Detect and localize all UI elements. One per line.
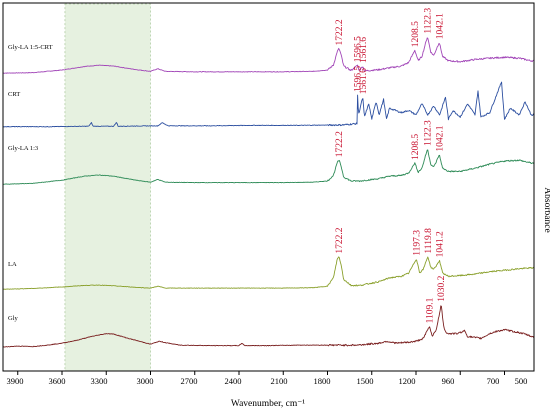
series-name-label: Gly-LA 1:5-CRT (8, 44, 53, 51)
peak-label: 1122.3 (424, 120, 434, 146)
highlight-band-layer (64, 3, 151, 372)
plot-frame (2, 2, 535, 372)
x-tick-label: 1200 (399, 376, 416, 386)
peak-label: 1722.2 (335, 19, 345, 45)
spectrum-line (2, 305, 535, 348)
x-tick-label: 1800 (314, 376, 331, 386)
highlight-band (64, 3, 151, 372)
spectrum-line (2, 81, 535, 128)
x-tick-label: 2100 (271, 376, 288, 386)
x-tick-label: 2700 (181, 376, 198, 386)
x-tick-label: 3000 (137, 376, 154, 386)
x-axis-ticks: 3900 3600 3300 3000 2700 2400 2100 1800 1500 1200… (7, 371, 528, 386)
peak-label: 1119.8 (424, 228, 434, 254)
x-tick-label: 960 (442, 376, 455, 386)
peak-label: 1197.3 (412, 230, 422, 256)
peak-label: 1722.2 (335, 227, 345, 253)
series-name-label: CRT (8, 91, 20, 98)
peak-label: 1042.1 (435, 13, 445, 39)
x-tick-label: 1500 (357, 376, 374, 386)
peak-label: 1561.6 (359, 68, 369, 94)
spectrum-line (2, 149, 535, 185)
x-tick-label: 2400 (225, 376, 242, 386)
peak-label: 1109.1 (425, 297, 435, 323)
x-tick-label: 3600 (49, 376, 66, 386)
peak-label: 1208.5 (411, 134, 421, 160)
peak-label: 1042.1 (435, 125, 445, 151)
y-axis-label: Absorbance (542, 187, 550, 232)
peak-label: 1561.6 (359, 37, 369, 63)
peak-label: 1722.2 (335, 131, 345, 157)
spectrum-line (3, 37, 535, 74)
peak-label: 1596.5 (354, 36, 364, 62)
peak-label: 1122.3 (424, 8, 434, 34)
spectrum-line (2, 256, 535, 290)
peak-label: 1596.5 (354, 66, 364, 92)
x-axis-label: Wavenumber, cm⁻¹ (231, 399, 305, 409)
series-name-layer: Gly-LA 1:5-CRT CRT Gly-LA 1:3 LA Gly (8, 44, 53, 322)
x-tick-label: 3300 (91, 376, 108, 386)
peak-label: 1208.5 (411, 21, 421, 47)
x-tick-label: 500 (515, 376, 528, 386)
spectra-layer (2, 37, 535, 348)
x-tick-label: 700 (487, 376, 500, 386)
series-name-label: Gly (8, 315, 19, 322)
x-tick-label: 3900 (7, 376, 24, 386)
series-name-label: Gly-LA 1:3 (8, 145, 38, 152)
series-name-label: LA (8, 261, 17, 268)
peak-label: 1041.2 (436, 231, 446, 257)
peak-label: 1030.2 (437, 275, 447, 301)
